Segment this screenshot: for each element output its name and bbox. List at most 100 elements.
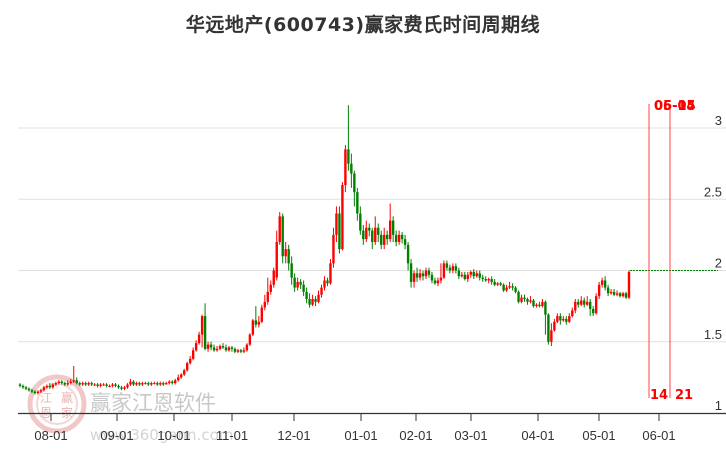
candle [586,296,589,307]
candle [603,276,607,291]
seal-char: 家 [61,405,73,420]
candle [275,230,278,281]
candle [227,346,231,352]
candle [45,384,49,389]
candle [296,277,299,291]
x-axis: 08-01 09-01 10-01 11-01 12-01 01-01 02-01 03-01… [18,412,726,443]
candle [48,383,52,389]
candle [568,313,571,324]
candle [612,289,616,297]
candle [580,296,583,307]
candle [606,284,610,297]
candle [451,263,455,274]
candle [499,281,502,287]
candle [391,216,395,242]
candle [600,277,604,288]
candle [177,374,180,382]
cycle-top-label: 06-05 [654,99,696,114]
x-tick-label: 06-01 [642,428,675,443]
candle [209,341,213,351]
candle [535,303,538,308]
candle [257,316,261,328]
candle [141,381,144,386]
candle [547,313,550,345]
candle [132,380,135,386]
candle [338,206,341,254]
candle [436,277,440,287]
candle [424,267,428,280]
candle [99,383,102,388]
candle [72,365,75,384]
candle [269,280,272,295]
candle [185,361,189,372]
candle [517,290,520,304]
candle [236,348,240,354]
candle [624,291,628,299]
candle [353,170,356,207]
candle [197,331,201,345]
watermark: 江 赢 恩 家 赢家江恩软件 www.360gann.com [27,374,233,444]
candle [520,294,523,304]
candle [84,381,87,386]
candle [490,276,493,285]
candle [108,384,111,388]
candle [460,271,464,278]
x-tick-label: 12-01 [277,428,310,443]
candle [326,277,329,287]
candle [565,316,568,325]
candle [403,234,407,250]
candle [350,153,353,188]
candle [508,281,511,290]
candle [129,378,132,386]
y-tick-label: 2.5 [704,184,722,199]
candle [144,381,147,385]
candle [445,260,449,271]
candle [191,347,195,361]
candle [57,380,61,385]
candle [317,290,320,304]
candle [245,343,249,352]
candle [371,227,374,250]
candle [66,380,69,386]
candle [305,287,308,304]
candle [188,356,192,365]
candle [415,267,419,282]
candle [308,293,311,308]
candle [442,260,446,280]
candle [427,267,431,278]
candle [165,381,168,385]
candle [344,145,347,193]
candle [254,306,258,328]
watermark-url: www.360gann.com [90,426,233,444]
candle [421,270,425,281]
candle [266,277,269,305]
candle [224,344,228,352]
candle [397,230,401,245]
candle [162,381,165,386]
candle [159,381,162,386]
candle [463,271,467,281]
x-tick-label: 11-01 [216,428,248,443]
candle [577,299,580,308]
candle [594,293,598,315]
candle [290,256,293,285]
candle [248,333,252,347]
candle [502,283,505,292]
candle [302,280,305,297]
candle [469,270,472,278]
candle [63,381,66,386]
candle [341,182,344,251]
candle [239,348,243,354]
candle [51,383,55,389]
candle [180,373,183,379]
candle [218,344,222,351]
candle [457,267,461,280]
candle [439,263,443,284]
candle [87,381,90,386]
candle [329,259,332,285]
candle [496,281,499,287]
candle [39,388,43,394]
watermark-brand: 赢家江恩软件 [90,391,216,415]
candle [412,270,416,288]
